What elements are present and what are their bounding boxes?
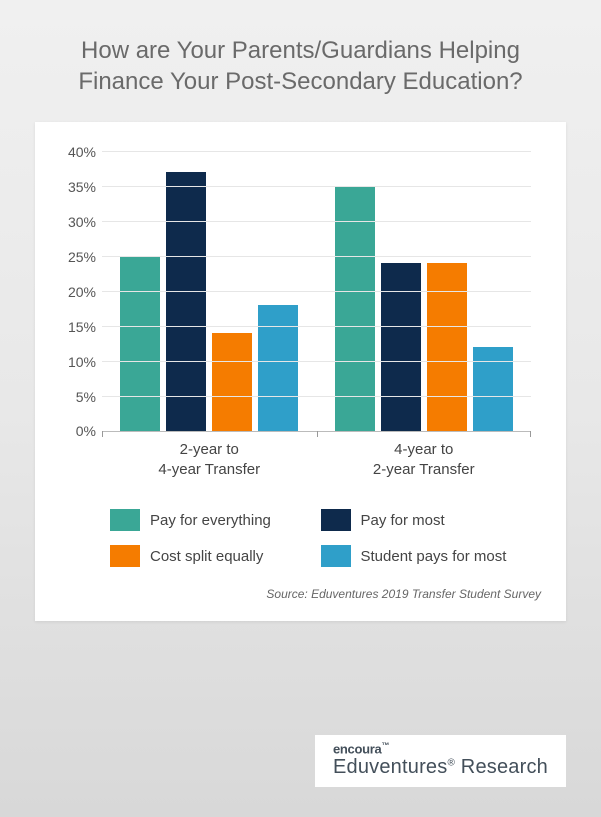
- gridline: [102, 151, 531, 152]
- x-tick-label: 4-year to 2-year Transfer: [373, 440, 475, 479]
- bar: [427, 263, 467, 431]
- legend-swatch: [321, 509, 351, 531]
- bar-groups: [102, 152, 531, 431]
- gridline: [102, 326, 531, 327]
- x-axis-labels: 2-year to 4-year Transfer 4-year to 2-yea…: [102, 440, 531, 479]
- bar: [120, 256, 160, 431]
- source-citation: Source: Eduventures 2019 Transfer Studen…: [60, 587, 541, 601]
- bar: [166, 172, 206, 431]
- legend-label: Pay for everything: [150, 512, 271, 529]
- legend: Pay for everything Pay for most Cost split…: [110, 509, 511, 567]
- legend-item: Pay for most: [321, 509, 512, 531]
- legend-item: Pay for everything: [110, 509, 301, 531]
- footer-branding: encoura™ Eduventures® Research: [315, 735, 566, 787]
- gridline: [102, 256, 531, 257]
- legend-item: Student pays for most: [321, 545, 512, 567]
- legend-label: Pay for most: [361, 512, 445, 529]
- legend-label: Cost split equally: [150, 548, 263, 565]
- axis-tick: [530, 431, 531, 437]
- y-tick-label: 0%: [58, 423, 96, 439]
- y-tick-label: 5%: [58, 389, 96, 405]
- y-tick-label: 25%: [58, 249, 96, 265]
- axis-tick: [102, 431, 103, 437]
- x-tick-label: 2-year to 4-year Transfer: [158, 440, 260, 479]
- y-tick-label: 15%: [58, 319, 96, 335]
- brand-encoura: encoura™: [333, 741, 548, 756]
- gridline: [102, 186, 531, 187]
- chart-title: How are Your Parents/Guardians Helping F…: [0, 0, 601, 122]
- axis-tick: [317, 431, 318, 437]
- chart-card: 0%5%10%15%20%25%30%35%40% 2-year to 4-ye…: [35, 122, 566, 621]
- legend-swatch: [110, 545, 140, 567]
- bar: [212, 333, 252, 431]
- legend-item: Cost split equally: [110, 545, 301, 567]
- bar: [258, 305, 298, 431]
- gridline: [102, 361, 531, 362]
- gridline: [102, 291, 531, 292]
- y-tick-label: 35%: [58, 179, 96, 195]
- y-tick-label: 30%: [58, 214, 96, 230]
- brand-eduventures: Eduventures® Research: [333, 756, 548, 779]
- chart-plot-area: 0%5%10%15%20%25%30%35%40%: [102, 152, 531, 432]
- bar: [381, 263, 421, 431]
- legend-swatch: [110, 509, 140, 531]
- gridline: [102, 221, 531, 222]
- bar-group: [120, 152, 298, 431]
- legend-swatch: [321, 545, 351, 567]
- gridline: [102, 396, 531, 397]
- bar-group: [335, 152, 513, 431]
- legend-label: Student pays for most: [361, 548, 507, 565]
- y-tick-label: 10%: [58, 354, 96, 370]
- y-tick-label: 20%: [58, 284, 96, 300]
- y-tick-label: 40%: [58, 144, 96, 160]
